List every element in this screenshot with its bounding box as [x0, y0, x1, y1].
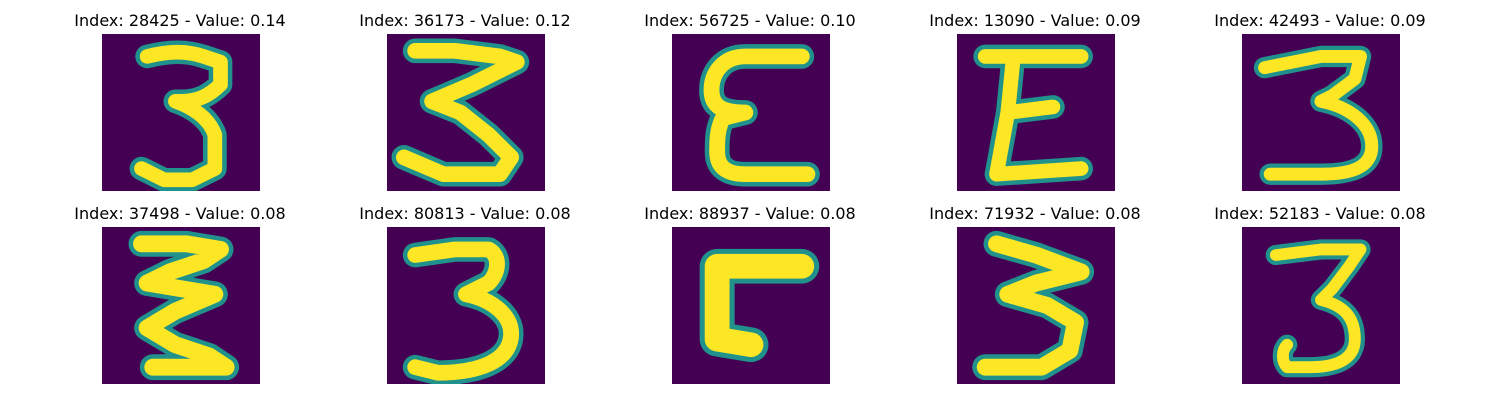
panel-title: Index: 71932 - Value: 0.08 — [929, 204, 1141, 223]
panel-title: Index: 13090 - Value: 0.09 — [929, 11, 1141, 30]
three-round-icon — [387, 227, 545, 384]
three-angular-icon — [957, 227, 1115, 384]
digit-panel: Index: 13090 - Value: 0.09 — [920, 12, 1150, 202]
digit-panel: Index: 37498 - Value: 0.08 — [65, 205, 295, 395]
digit-panel: Index: 88937 - Value: 0.08 — [635, 205, 865, 395]
c-shape-icon — [672, 227, 830, 384]
digit-panel: Index: 42493 - Value: 0.09 — [1205, 12, 1435, 202]
three-zigzag-bold-icon — [102, 227, 260, 384]
three-thin-icon — [1242, 227, 1400, 384]
panel-title: Index: 88937 - Value: 0.08 — [644, 204, 856, 223]
panel-title: Index: 42493 - Value: 0.09 — [1214, 11, 1426, 30]
three-flat-top-icon — [1242, 34, 1400, 191]
panel-title: Index: 37498 - Value: 0.08 — [74, 204, 286, 223]
panel-title: Index: 80813 - Value: 0.08 — [359, 204, 571, 223]
digit-panel: Index: 80813 - Value: 0.08 — [350, 205, 580, 395]
panel-title: Index: 52183 - Value: 0.08 — [1214, 204, 1426, 223]
digit-panel: Index: 71932 - Value: 0.08 — [920, 205, 1150, 395]
three-narrow-icon — [102, 34, 260, 191]
three-zigzag-icon — [387, 34, 545, 191]
epsilon-icon — [672, 34, 830, 191]
panel-title: Index: 36173 - Value: 0.12 — [359, 11, 571, 30]
digit-panel: Index: 56725 - Value: 0.10 — [635, 12, 865, 202]
digit-panel: Index: 36173 - Value: 0.12 — [350, 12, 580, 202]
panel-title: Index: 56725 - Value: 0.10 — [644, 11, 856, 30]
panel-title: Index: 28425 - Value: 0.14 — [74, 11, 286, 30]
capital-e-icon — [957, 34, 1115, 191]
digit-panel: Index: 28425 - Value: 0.14 — [65, 12, 295, 202]
digit-panel: Index: 52183 - Value: 0.08 — [1205, 205, 1435, 395]
